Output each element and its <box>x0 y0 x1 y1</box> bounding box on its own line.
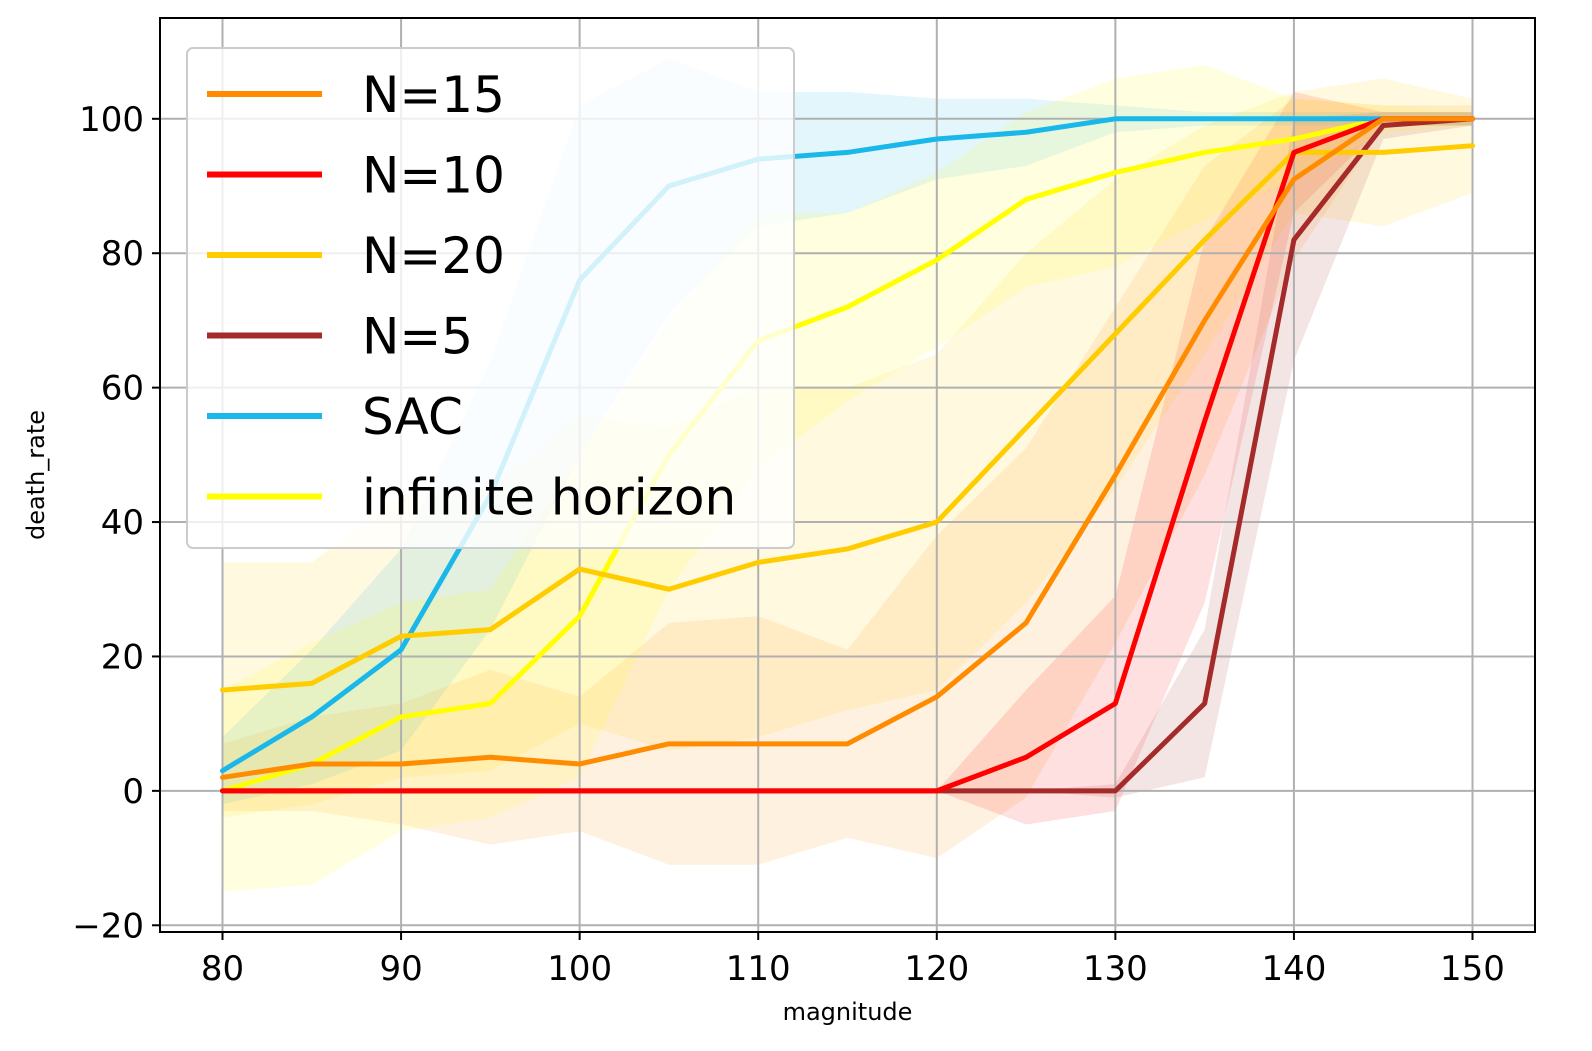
band-1 <box>222 91 1473 825</box>
x-tick-label: 130 <box>1083 949 1148 989</box>
legend-label-5: infinite horizon <box>362 469 736 527</box>
x-tick-label: 140 <box>1261 949 1326 989</box>
legend-label-4: SAC <box>362 388 463 446</box>
legend-label-1: N=10 <box>362 147 505 205</box>
series-line-2 <box>220 143 1475 693</box>
x-axis-ticks: 80 90 100 110 120 130 140 150 <box>201 932 1505 989</box>
legend-label-0: N=15 <box>362 66 505 124</box>
y-tick-label: 60 <box>101 369 144 409</box>
y-axis-ticks: −20 0 20 40 60 80 100 <box>72 100 160 946</box>
x-tick-label: 150 <box>1440 949 1505 989</box>
x-tick-label: 90 <box>379 949 422 989</box>
series-line-5 <box>220 116 1475 794</box>
y-tick-label: 100 <box>79 100 144 140</box>
legend-box <box>186 47 795 549</box>
legend-label-2: N=20 <box>362 227 505 285</box>
band-2 <box>222 78 1473 818</box>
y-tick-label: 40 <box>101 503 144 543</box>
y-tick-label: 80 <box>101 234 144 274</box>
x-tick-label: 120 <box>904 949 969 989</box>
series-line-0 <box>220 116 1475 780</box>
series-lines <box>220 116 1475 794</box>
y-tick-label: 20 <box>101 637 144 677</box>
series-line-1 <box>220 116 1475 794</box>
y-tick-label: 0 <box>122 772 144 812</box>
series-line-4 <box>220 116 1475 774</box>
x-tick-label: 110 <box>726 949 791 989</box>
x-tick-label: 100 <box>547 949 612 989</box>
band-3 <box>222 112 1473 798</box>
plot-frame <box>159 17 1536 933</box>
x-tick-label: 80 <box>201 949 244 989</box>
band-5 <box>222 65 1473 892</box>
legend: N=15 N=10 N=20 N=5 SAC infinite horizon <box>186 47 795 549</box>
legend-label-3: N=5 <box>362 308 473 366</box>
y-tick-label: −20 <box>72 906 144 946</box>
x-axis-label: magnitude <box>783 998 913 1026</box>
y-axis-label: death_rate <box>22 410 50 540</box>
